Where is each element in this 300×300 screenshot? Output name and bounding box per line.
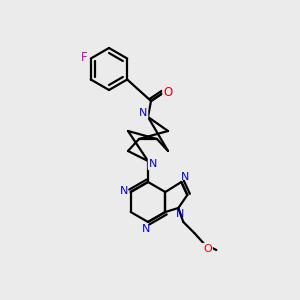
Text: N: N (142, 224, 150, 234)
Text: N: N (119, 186, 128, 196)
Text: O: O (203, 244, 212, 254)
Text: N: N (149, 159, 157, 169)
Text: F: F (80, 51, 87, 64)
Text: O: O (164, 85, 172, 98)
Text: N: N (181, 172, 190, 182)
Text: N: N (139, 108, 147, 118)
Text: N: N (176, 209, 184, 219)
